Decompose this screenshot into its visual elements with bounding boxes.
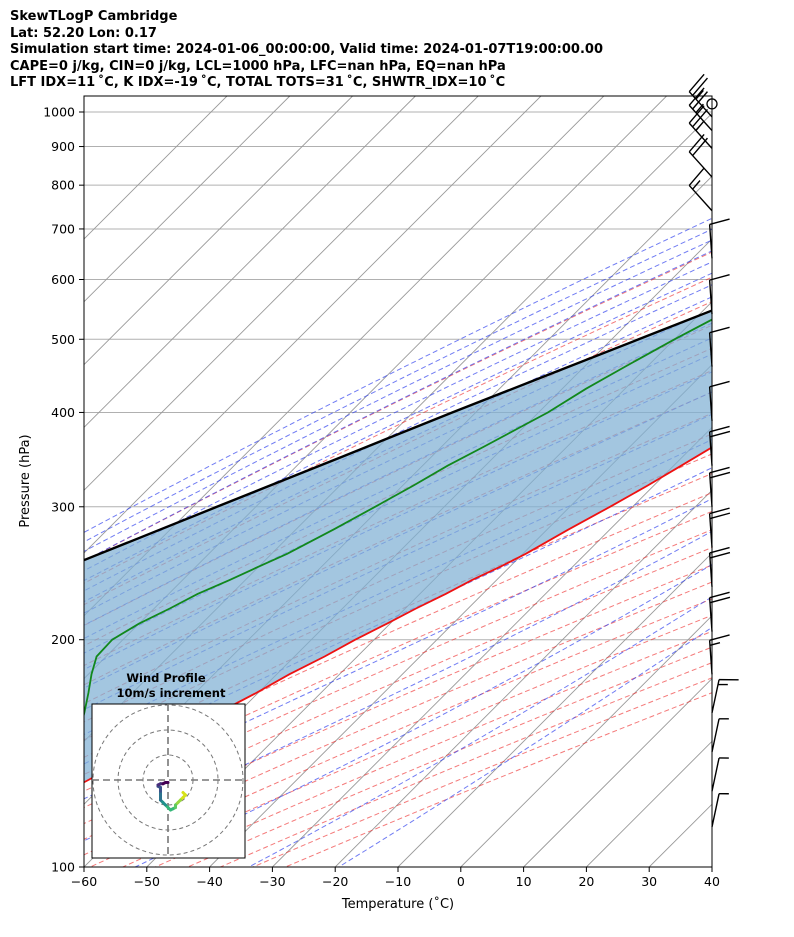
- moist-adiabat-line: [84, 498, 712, 800]
- dewpoint-line: [84, 318, 712, 718]
- y-tick-label: 700: [51, 221, 75, 236]
- y-tick-label: 900: [51, 139, 75, 154]
- plot-axes: −60 −50 −40 −30 −20 −10 0 10 20 30 40 100 200 300 400 5…: [43, 95, 720, 889]
- y-axis-label: Pressure (hPa): [18, 434, 33, 527]
- wind-barb-staff: [711, 718, 720, 753]
- hodograph-title: Wind Profile: [126, 671, 206, 685]
- wind-barb-flag: [692, 137, 708, 156]
- wind-barb-staff: [688, 91, 713, 118]
- wind-barb-staff: [711, 757, 720, 792]
- isotherm-line: [84, 96, 291, 303]
- wind-barb-flag: [709, 218, 730, 226]
- wind-barb-flag: [709, 512, 731, 520]
- y-tick-label: 600: [51, 272, 75, 287]
- wind-barb-flag: [688, 105, 705, 124]
- x-axis-label: Temperature (˚C): [341, 896, 454, 912]
- x-tick-label: −40: [196, 874, 222, 889]
- wind-barb-flag: [709, 430, 731, 438]
- location-line: Lat: 52.20 Lon: 0.17: [10, 25, 157, 41]
- temperature-line: [84, 446, 712, 784]
- isotherm-line: [397, 552, 712, 867]
- wind-barb-flag: [695, 103, 704, 114]
- wind-barb-flag: [709, 546, 730, 554]
- y-tick-label: 100: [51, 860, 75, 875]
- moist-adiabat-line: [84, 228, 712, 543]
- wind-barb-flag: [709, 507, 730, 515]
- cin-shaded-area: [84, 310, 712, 783]
- isotherm-line: [711, 866, 712, 867]
- wind-barb-flag: [709, 634, 730, 642]
- wind-barb-flag: [692, 108, 708, 128]
- moist-adiabat-line: [84, 467, 712, 765]
- x-tick-label: 30: [641, 874, 657, 889]
- isotherm-line: [84, 96, 353, 366]
- isotherm-line: [460, 615, 712, 867]
- isotherm-line: [334, 489, 712, 867]
- x-tick-label: −20: [322, 874, 348, 889]
- wind-barb-staff: [711, 679, 720, 714]
- wind-barb-flag: [688, 133, 705, 153]
- sounding-profiles: [84, 309, 712, 784]
- x-tick-label: −60: [71, 874, 97, 889]
- x-tick-label: −10: [385, 874, 411, 889]
- wind-barb-flag: [688, 167, 705, 186]
- dry-adiabat-line: [84, 510, 712, 792]
- wind-barb-flag: [688, 87, 705, 106]
- y-tick-label: 500: [51, 332, 75, 347]
- wind-barb-flag: [709, 591, 730, 599]
- moist-adiabat-line: [84, 239, 712, 552]
- x-tick-label: −30: [259, 874, 285, 889]
- x-tick-label: −50: [134, 874, 160, 889]
- dry-adiabat-line: [84, 546, 712, 825]
- wind-barb-staff: [688, 151, 713, 178]
- wind-barb-staff: [688, 184, 713, 212]
- chart-header: SkewTLogP Cambridge Lat: 52.20 Lon: 0.17…: [10, 9, 790, 92]
- wind-barb-flag: [695, 121, 704, 131]
- isotherm-line: [84, 96, 228, 240]
- x-tick-label: 20: [578, 874, 594, 889]
- x-tick-label: 10: [516, 874, 532, 889]
- wind-barb-flag: [692, 77, 708, 96]
- wind-barb-staff: [688, 122, 713, 149]
- isotherm-line: [272, 426, 712, 867]
- chart-title: SkewTLogP Cambridge: [10, 9, 178, 24]
- hodograph-plot: [92, 704, 245, 858]
- wind-barb-flag: [709, 466, 730, 474]
- wind-barb-staff: [711, 793, 720, 828]
- y-tick-label: 400: [51, 405, 75, 420]
- parcel-profile-line: [84, 309, 712, 562]
- wind-barb-flag: [709, 425, 730, 433]
- y-tick-label: 800: [51, 178, 75, 193]
- wind-barb-flag: [709, 641, 721, 647]
- time-line: Simulation start time: 2024-01-06_00:00:…: [10, 42, 603, 57]
- isotherm-line: [84, 96, 542, 554]
- isotherm-line: [648, 803, 712, 867]
- isotherm-line: [523, 677, 712, 867]
- wind-barb-flag: [709, 326, 730, 334]
- x-tick-label: 0: [457, 874, 465, 889]
- wind-barb-flag: [688, 73, 705, 93]
- wind-barb-flag: [692, 180, 701, 190]
- wind-barb-flag: [709, 471, 731, 479]
- wind-barb-flag: [709, 380, 730, 388]
- isotherm-line: [84, 96, 479, 491]
- cape-cin-shading: [84, 310, 712, 783]
- wind-barb-flag: [709, 551, 731, 559]
- x-tick-label: 40: [704, 874, 720, 889]
- isotherm-line: [84, 96, 416, 429]
- moist-adiabat-line: [84, 272, 712, 582]
- y-tick-label: 200: [51, 632, 75, 647]
- wind-barb-flag: [692, 91, 708, 110]
- hodograph-subtitle: 10m/s increment: [117, 686, 226, 700]
- y-tick-label: 300: [51, 499, 75, 514]
- wind-barb-flag: [709, 274, 730, 281]
- wind-barb-flag: [695, 89, 704, 100]
- cape-line: CAPE=0 j/kg, CIN=0 j/kg, LCL=1000 hPa, L…: [10, 58, 506, 74]
- indices-line: LFT IDX=11 ˚C, K IDX=-19 ˚C, TOTAL TOTS=…: [10, 75, 506, 90]
- y-tick-label: 1000: [43, 104, 75, 119]
- wind-barb-flag: [709, 596, 731, 604]
